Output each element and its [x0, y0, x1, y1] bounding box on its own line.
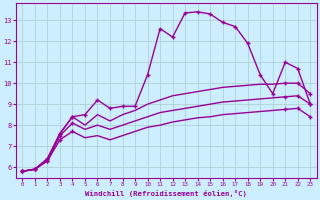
X-axis label: Windchill (Refroidissement éolien,°C): Windchill (Refroidissement éolien,°C) — [85, 190, 247, 197]
